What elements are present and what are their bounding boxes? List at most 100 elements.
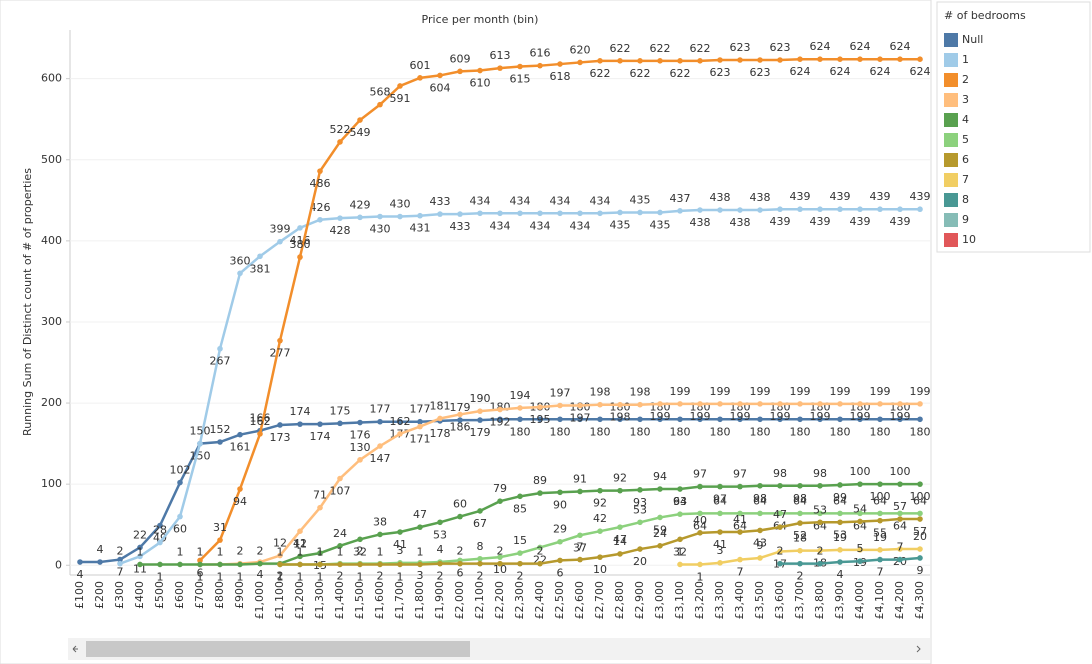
data-point[interactable] <box>437 211 443 217</box>
data-point[interactable] <box>817 206 823 213</box>
data-point[interactable] <box>537 62 543 69</box>
data-point[interactable] <box>697 530 703 536</box>
data-point[interactable] <box>297 528 303 535</box>
data-point[interactable] <box>717 560 723 566</box>
data-point[interactable] <box>377 418 383 425</box>
data-point[interactable] <box>717 529 723 535</box>
data-point[interactable] <box>697 483 703 490</box>
data-point[interactable] <box>437 415 443 422</box>
data-point[interactable] <box>657 401 663 407</box>
data-point[interactable] <box>257 560 263 567</box>
data-point[interactable] <box>777 560 783 567</box>
data-point[interactable] <box>337 215 343 221</box>
data-point[interactable] <box>417 75 423 81</box>
data-point[interactable] <box>317 421 323 427</box>
data-point[interactable] <box>697 510 703 517</box>
data-point[interactable] <box>377 213 383 220</box>
legend-label[interactable]: 10 <box>962 233 976 246</box>
data-point[interactable] <box>877 510 883 517</box>
data-point[interactable] <box>577 416 583 423</box>
legend-label[interactable]: 8 <box>962 193 969 206</box>
data-point[interactable] <box>177 561 183 568</box>
data-point[interactable] <box>337 475 343 482</box>
data-point[interactable] <box>917 516 923 522</box>
data-point[interactable] <box>577 210 583 217</box>
legend-swatch[interactable] <box>944 213 958 227</box>
data-point[interactable] <box>457 68 463 75</box>
data-point[interactable] <box>597 401 603 408</box>
legend-swatch[interactable] <box>944 93 958 107</box>
data-point[interactable] <box>557 402 563 409</box>
data-point[interactable] <box>217 561 223 568</box>
data-point[interactable] <box>797 510 803 517</box>
data-point[interactable] <box>837 559 843 565</box>
data-point[interactable] <box>897 206 903 213</box>
data-point[interactable] <box>797 482 803 489</box>
data-point[interactable] <box>297 225 303 231</box>
data-point[interactable] <box>757 510 763 517</box>
data-point[interactable] <box>317 550 323 556</box>
data-point[interactable] <box>617 58 623 64</box>
data-point[interactable] <box>677 416 683 423</box>
data-point[interactable] <box>537 490 543 496</box>
data-point[interactable] <box>437 519 443 526</box>
legend-label[interactable]: 7 <box>962 173 969 186</box>
data-point[interactable] <box>617 209 623 216</box>
data-point[interactable] <box>337 561 343 568</box>
data-point[interactable] <box>497 65 503 71</box>
legend-swatch[interactable] <box>944 173 958 187</box>
data-point[interactable] <box>897 556 903 563</box>
data-point[interactable] <box>677 536 683 543</box>
data-point[interactable] <box>797 416 803 423</box>
data-point[interactable] <box>517 405 523 411</box>
scroll-thumb[interactable] <box>86 641 470 657</box>
data-point[interactable] <box>497 210 503 217</box>
data-point[interactable] <box>677 511 683 517</box>
data-point[interactable] <box>557 489 563 496</box>
data-point[interactable] <box>557 538 563 545</box>
data-point[interactable] <box>817 401 823 407</box>
data-point[interactable] <box>417 212 423 219</box>
data-point[interactable] <box>637 209 643 216</box>
data-point[interactable] <box>237 431 243 438</box>
data-point[interactable] <box>717 510 723 517</box>
data-point[interactable] <box>777 482 783 489</box>
data-point[interactable] <box>897 510 903 517</box>
data-point[interactable] <box>317 561 323 568</box>
data-point[interactable] <box>237 561 243 568</box>
data-point[interactable] <box>817 547 823 554</box>
data-point[interactable] <box>757 57 763 63</box>
data-point[interactable] <box>317 168 323 174</box>
data-point[interactable] <box>517 493 523 500</box>
data-point[interactable] <box>797 560 803 567</box>
data-point[interactable] <box>77 559 83 565</box>
legend-label[interactable]: 9 <box>962 213 969 226</box>
data-point[interactable] <box>677 561 683 568</box>
data-point[interactable] <box>277 238 283 245</box>
data-point[interactable] <box>397 529 403 535</box>
data-point[interactable] <box>477 560 483 567</box>
data-point[interactable] <box>657 543 663 549</box>
data-point[interactable] <box>677 486 683 492</box>
legend-label[interactable]: 6 <box>962 153 969 166</box>
legend-swatch[interactable] <box>944 53 958 67</box>
legend-label[interactable]: 1 <box>962 53 969 66</box>
data-point[interactable] <box>837 206 843 213</box>
data-point[interactable] <box>857 558 863 565</box>
data-point[interactable] <box>417 561 423 568</box>
data-point[interactable] <box>857 481 863 487</box>
data-point[interactable] <box>597 528 603 535</box>
data-point[interactable] <box>157 539 163 546</box>
data-point[interactable] <box>857 510 863 517</box>
data-point[interactable] <box>637 546 643 552</box>
data-point[interactable] <box>917 510 923 517</box>
data-point[interactable] <box>477 210 483 217</box>
data-point[interactable] <box>137 561 143 568</box>
data-point[interactable] <box>457 211 463 217</box>
data-point[interactable] <box>677 401 683 407</box>
data-point[interactable] <box>497 406 503 413</box>
data-point[interactable] <box>337 543 343 549</box>
data-point[interactable] <box>237 270 243 277</box>
data-point[interactable] <box>677 58 683 64</box>
data-point[interactable] <box>917 416 923 423</box>
